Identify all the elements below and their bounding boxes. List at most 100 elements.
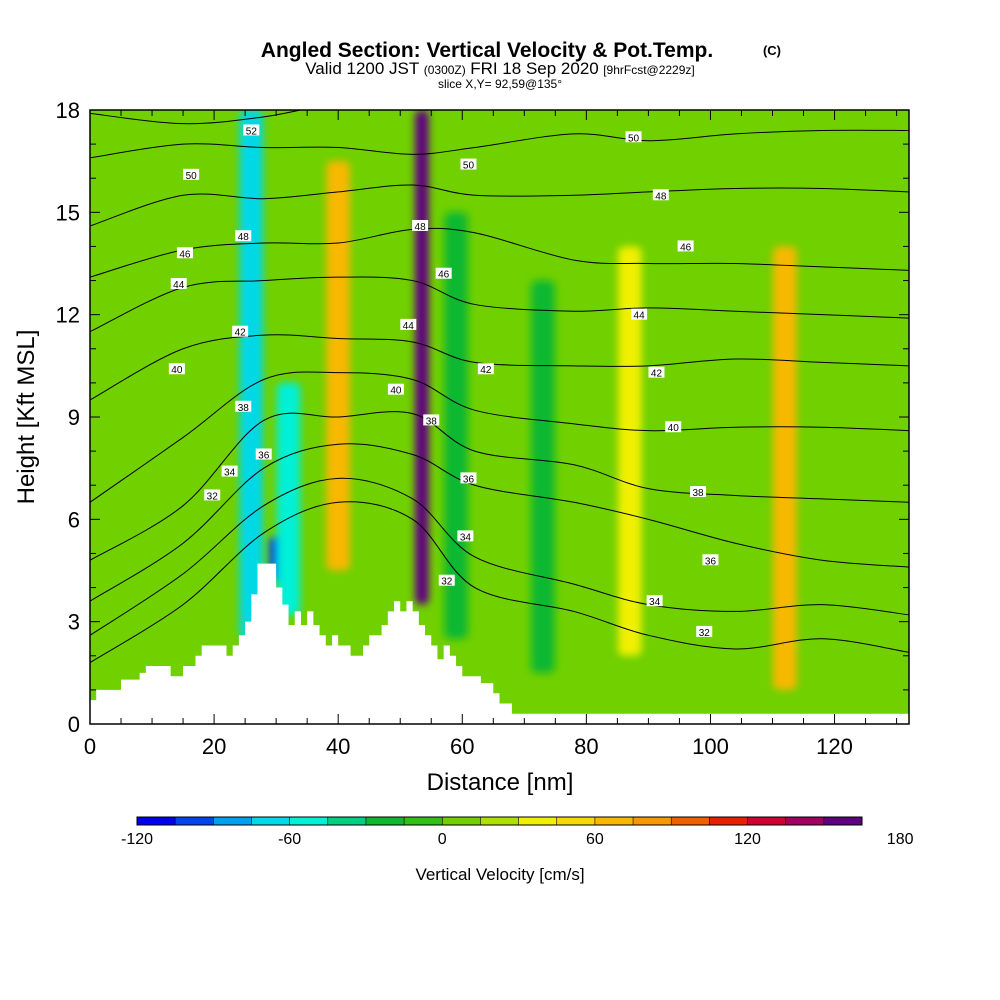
contour-label: 38 — [690, 486, 707, 499]
colorbar-swatch — [823, 817, 863, 825]
contour-theta-36 — [90, 443, 909, 602]
contour-label-text: 46 — [179, 249, 191, 260]
contour-label-bg — [460, 158, 477, 170]
contour-label: 46 — [677, 240, 694, 253]
contour-label: 32 — [438, 574, 455, 588]
colorbar-swatch — [633, 817, 672, 825]
contour-label: 34 — [646, 595, 663, 608]
contour-label-bg — [170, 277, 187, 289]
contour-label-bg — [477, 363, 494, 375]
y-tick-label: 12 — [56, 303, 80, 328]
colorbar-tick-label: 120 — [734, 831, 761, 848]
colorbar-label: Vertical Velocity [cm/s] — [415, 865, 584, 884]
colorbar-swatch — [251, 817, 290, 825]
contour-theta-40 — [90, 371, 909, 503]
contour-label-text: 34 — [224, 468, 236, 479]
contour-label-bg — [460, 472, 477, 484]
contour-label: 34 — [221, 465, 238, 479]
chart-subtitle: Valid 1200 JST (0300Z) FRI 18 Sep 2020 [… — [305, 59, 695, 78]
velocity-feature-6 — [531, 280, 555, 673]
colorbar: -120 -60 0 60 120 180 — [121, 816, 914, 848]
contour-label-text: 46 — [438, 270, 450, 281]
contour-labels: 52 50 50 50 48 48 48 46 46 46 44 44 44 42 42 42 40 40 40 38… — [168, 124, 719, 639]
colorbar-swatch — [442, 817, 481, 825]
contour-label-text: 44 — [403, 321, 415, 332]
colorbar-swatch — [594, 817, 634, 825]
contour-label: 42 — [232, 325, 249, 339]
contour-label-text: 46 — [680, 242, 692, 253]
subtitle-zulu: (0300Z) — [424, 63, 466, 77]
colorbar-swatch — [518, 817, 558, 825]
contour-label: 40 — [387, 383, 404, 397]
contour-label: 48 — [235, 230, 252, 243]
contour-label-bg — [176, 247, 193, 259]
contour-label-text: 48 — [415, 222, 427, 233]
contour-label: 50 — [460, 158, 477, 172]
contour-label-bg — [702, 554, 719, 566]
contour-label-text: 32 — [441, 577, 453, 588]
contour-label-bg — [696, 625, 713, 637]
colorbar-tick-label: 0 — [438, 831, 447, 848]
x-tick-label: 80 — [574, 734, 598, 759]
x-tick-label: 60 — [450, 734, 474, 759]
contour-theta-50 — [90, 129, 909, 159]
contour-label: 38 — [423, 414, 440, 427]
contour-label-text: 40 — [390, 386, 402, 397]
x-axis-label: Distance [nm] — [427, 769, 574, 796]
colorbar-swatch — [747, 817, 786, 825]
velocity-field — [90, 110, 909, 724]
contour-label-text: 44 — [173, 280, 185, 291]
contour-label-bg — [235, 230, 252, 242]
contour-label: 50 — [625, 131, 642, 144]
y-tick-label: 18 — [56, 98, 80, 123]
contour-label-bg — [255, 448, 272, 460]
colorbar-swatch — [671, 817, 710, 825]
velocity-feature-8 — [773, 246, 797, 690]
contour-label: 34 — [457, 530, 474, 543]
contour-label: 32 — [696, 625, 713, 639]
colorbar-swatch — [365, 817, 405, 825]
velocity-feature-2 — [276, 382, 301, 615]
y-tick-label: 6 — [68, 507, 80, 532]
y-tick-label: 9 — [68, 405, 80, 430]
contour-label-text: 38 — [692, 488, 704, 499]
colorbar-tick-label: -60 — [278, 831, 301, 848]
contour-label: 32 — [204, 489, 221, 502]
contour-label-bg — [168, 363, 185, 375]
colorbar-swatch — [480, 817, 519, 825]
contour-label-text: 50 — [186, 171, 198, 182]
colorbar-tick-label: 60 — [586, 831, 604, 848]
plot-area: 52 50 50 50 48 48 48 46 46 46 44 44 44 42 42 42 40 40 40 38… — [90, 110, 909, 724]
contour-label-text: 34 — [460, 532, 472, 543]
subtitle-forecast: [9hrFcst@2229z] — [603, 63, 695, 77]
contour-label: 46 — [435, 267, 452, 281]
contour-label-bg — [435, 267, 452, 279]
chart-slice-info: slice X,Y= 92,59@135° — [438, 77, 562, 91]
contour-label: 42 — [648, 366, 665, 380]
velocity-feature-7 — [618, 246, 642, 656]
contour-label-text: 48 — [238, 232, 250, 243]
contour-label-bg — [183, 168, 200, 180]
contour-label-text: 40 — [668, 423, 680, 434]
contour-theta-38 — [90, 411, 909, 561]
contour-label: 50 — [183, 168, 200, 182]
contour-label-bg — [221, 465, 238, 477]
x-tick-label: 20 — [202, 734, 226, 759]
colorbar-swatch — [213, 817, 252, 825]
contour-label-bg — [243, 124, 260, 136]
contour-label-bg — [387, 383, 404, 395]
contour-label-text: 50 — [628, 133, 640, 144]
contour-theta-52 — [90, 110, 303, 125]
contour-label: 40 — [665, 421, 682, 434]
x-tick-label: 120 — [816, 734, 853, 759]
contour-label: 46 — [176, 247, 193, 260]
contour-label-text: 32 — [207, 491, 219, 502]
terrain — [90, 563, 909, 724]
contour-label-text: 40 — [171, 365, 183, 376]
y-tick-label: 3 — [68, 610, 80, 635]
colorbar-swatch — [785, 817, 825, 825]
colorbar-swatch — [327, 817, 367, 825]
contour-label: 44 — [631, 308, 648, 322]
contour-label-bg — [204, 489, 221, 501]
